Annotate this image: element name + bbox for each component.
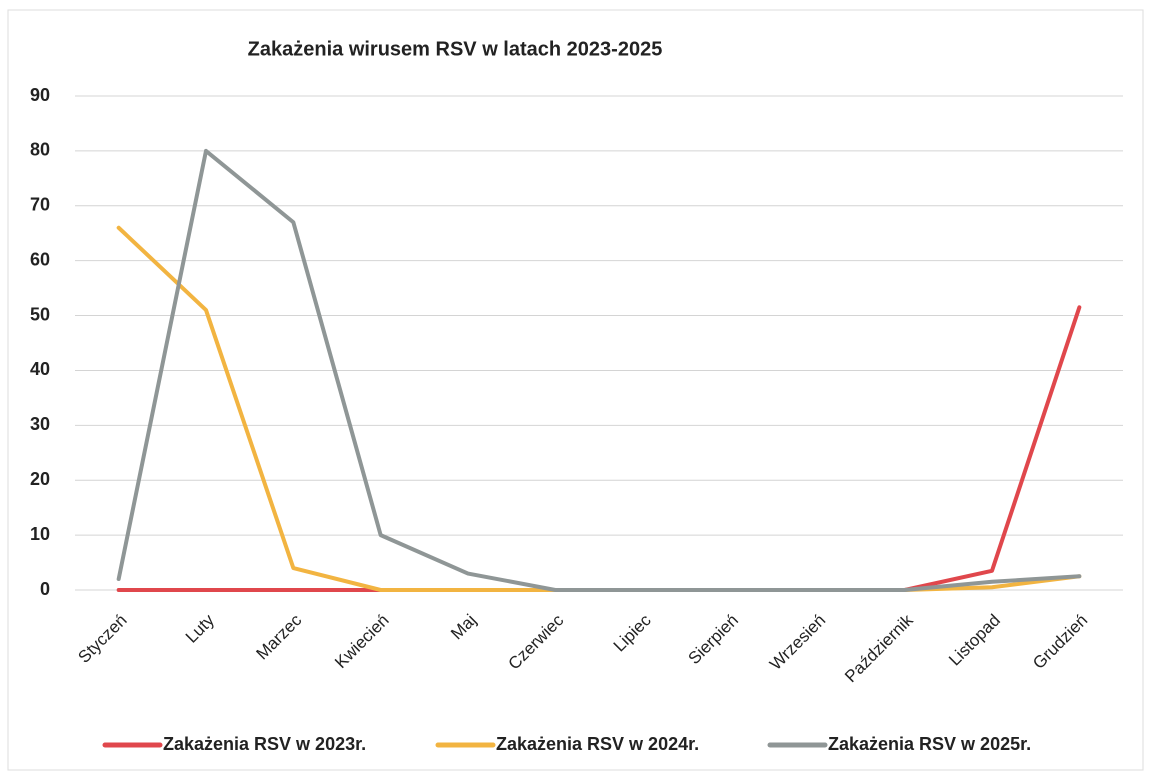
x-tick-label: Styczeń — [74, 611, 130, 667]
chart-title: Zakażenia wirusem RSV w latach 2023-2025 — [248, 38, 663, 60]
x-tick-label: Październik — [841, 610, 917, 686]
legend-label: Zakażenia RSV w 2024r. — [496, 734, 699, 754]
y-tick-label: 10 — [30, 524, 50, 544]
x-tick-label: Grudzień — [1029, 611, 1091, 673]
y-tick-label: 60 — [30, 249, 50, 269]
y-tick-label: 0 — [40, 579, 50, 599]
legend-label: Zakażenia RSV w 2023r. — [163, 734, 366, 754]
y-tick-label: 40 — [30, 359, 50, 379]
series-line — [116, 305, 1082, 592]
x-tick-label: Listopad — [945, 611, 1004, 670]
x-tick-label: Marzec — [252, 610, 305, 663]
y-tick-label: 80 — [30, 140, 50, 160]
y-tick-label: 30 — [30, 414, 50, 434]
x-tick-label: Maj — [447, 611, 480, 644]
x-tick-label: Lipiec — [610, 610, 655, 655]
x-tick-label: Luty — [182, 610, 219, 647]
y-tick-label: 70 — [30, 195, 50, 215]
x-tick-label: Wrzesień — [766, 611, 829, 674]
series-line — [116, 225, 1082, 592]
legend-label: Zakażenia RSV w 2025r. — [828, 734, 1031, 754]
x-tick-label: Kwiecień — [331, 611, 393, 673]
x-tick-label: Czerwiec — [504, 610, 567, 673]
y-tick-label: 50 — [30, 304, 50, 324]
chart-border — [7, 9, 1144, 771]
y-tick-label: 90 — [30, 85, 50, 105]
series-line — [116, 148, 1082, 592]
x-tick-label: Sierpień — [684, 611, 742, 669]
y-tick-label: 20 — [30, 469, 50, 489]
